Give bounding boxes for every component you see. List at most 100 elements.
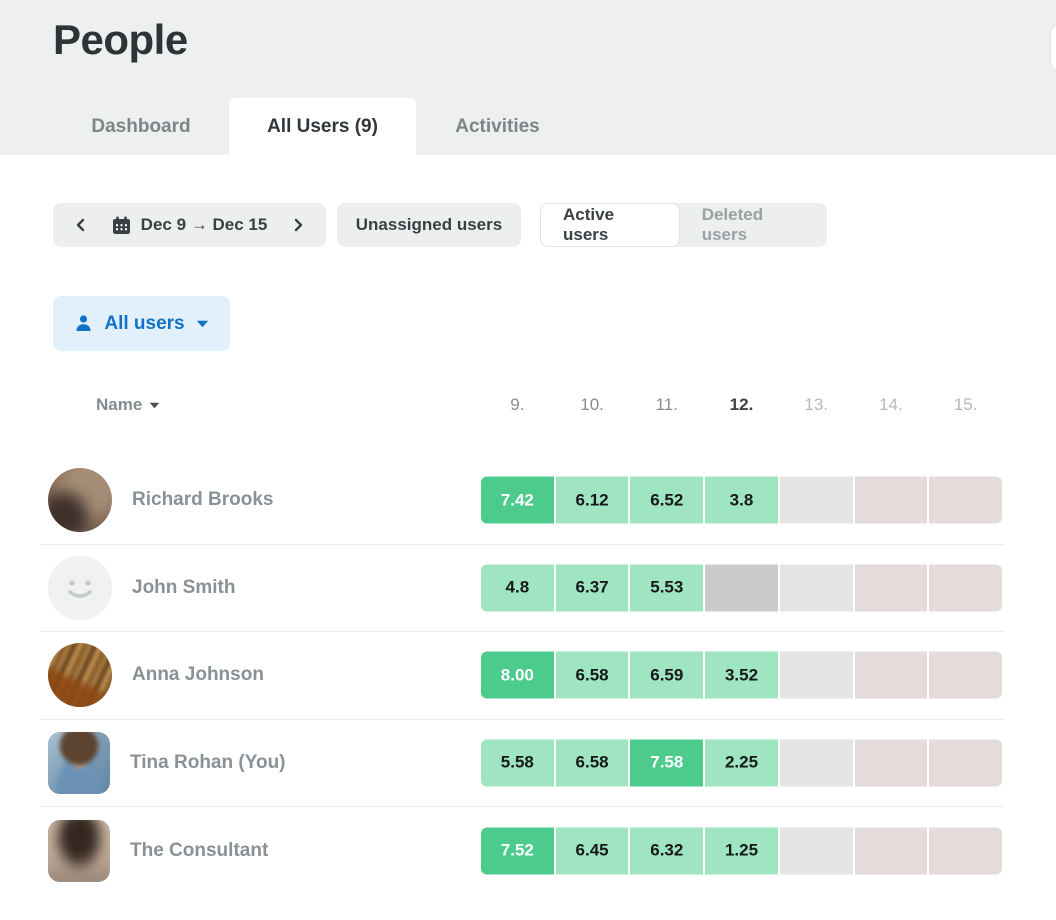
chevron-down-icon (196, 320, 208, 327)
previous-week-button[interactable] (63, 203, 97, 247)
photo-blur-portrait-icon (48, 819, 110, 882)
hours-cell[interactable]: 5.58 (481, 739, 554, 787)
tab-activities-label: Activities (455, 115, 540, 137)
hours-cell[interactable] (854, 651, 928, 699)
user-row[interactable]: Anna Johnson 8.00 6.58 6.59 3.52 (40, 632, 1004, 720)
hours-cell[interactable] (929, 476, 1002, 524)
chevron-right-icon (295, 218, 303, 232)
hours-cell[interactable] (854, 476, 928, 524)
hours-cell[interactable] (854, 564, 928, 612)
hours-cell[interactable]: 7.52 (481, 827, 554, 875)
hours-cell[interactable] (929, 827, 1002, 875)
hours-cell[interactable]: 2.25 (705, 739, 778, 787)
day-header-10: 10. (580, 395, 604, 414)
hours-cell[interactable] (779, 827, 853, 875)
day-header-9: 9. (510, 395, 525, 414)
hours-cells: 7.42 6.12 6.52 3.8 (481, 476, 1002, 524)
avatar (48, 555, 112, 620)
tab-activities[interactable]: Activities (416, 98, 579, 155)
sort-caret-icon (150, 402, 160, 408)
user-filter-label: All users (104, 312, 185, 334)
hours-cell[interactable] (779, 651, 853, 699)
user-name: The Consultant (130, 839, 269, 861)
hours-cell[interactable]: 6.52 (630, 476, 704, 524)
hours-cell[interactable]: 6.12 (555, 476, 629, 524)
avatar (48, 643, 112, 708)
day-header-12: 12. (729, 395, 754, 414)
day-header-13: 13. (804, 395, 829, 414)
user-name: Tina Rohan (You) (130, 751, 286, 773)
tab-all-users[interactable]: All Users (9) (229, 98, 416, 155)
hours-cell[interactable] (705, 564, 778, 612)
corner-button-partial[interactable] (1050, 24, 1056, 71)
day-header-15: 15. (953, 395, 978, 414)
hours-cell[interactable]: 3.52 (705, 651, 778, 699)
user-status-toggle: Active users Deleted users (540, 203, 827, 247)
user-row[interactable]: Tina Rohan (You) 5.58 6.58 7.58 2.25 (40, 720, 1004, 807)
hours-cell[interactable]: 8.00 (481, 651, 554, 699)
avatar (48, 731, 110, 794)
hours-cell[interactable]: 6.45 (555, 827, 629, 875)
hours-cells: 5.58 6.58 7.58 2.25 (481, 739, 1002, 787)
photo-cartoon-icon (48, 731, 110, 794)
hours-cell[interactable] (929, 564, 1002, 612)
hours-cell[interactable]: 6.32 (630, 827, 704, 875)
hours-cell[interactable]: 5.53 (630, 564, 704, 612)
date-range-picker[interactable]: Dec 9 → Dec 15 (53, 203, 326, 247)
photo-wood-icon (48, 643, 112, 708)
deleted-users-label: Deleted users (701, 205, 764, 244)
hours-cell[interactable]: 7.58 (630, 739, 704, 787)
calendar-icon (112, 216, 130, 234)
tab-dashboard[interactable]: Dashboard (53, 98, 229, 155)
page-title: People (53, 16, 188, 63)
user-row[interactable]: The Consultant 7.52 6.45 6.32 1.25 (40, 807, 1004, 895)
hours-cell[interactable] (779, 739, 853, 787)
chevron-left-icon (76, 218, 84, 232)
user-filter-dropdown[interactable]: All users (53, 296, 230, 351)
hours-cells: 7.52 6.45 6.32 1.25 (481, 827, 1002, 875)
unassigned-users-button[interactable]: Unassigned users (337, 203, 521, 247)
tab-dashboard-label: Dashboard (91, 115, 191, 137)
hours-cell[interactable]: 6.59 (630, 651, 704, 699)
active-users-label: Active users (563, 205, 615, 244)
user-name: Anna Johnson (132, 664, 264, 686)
date-range-display[interactable]: Dec 9 → Dec 15 (112, 215, 268, 235)
placeholder-smiley-icon (48, 555, 112, 620)
hours-cell[interactable]: 6.58 (555, 739, 629, 787)
avatar (48, 468, 112, 533)
hours-cell[interactable] (779, 564, 853, 612)
page-header (0, 0, 1056, 155)
hours-cell[interactable] (929, 739, 1002, 787)
avatar (48, 819, 110, 882)
user-rows: Richard Brooks 7.42 6.12 6.52 3.8 John Smith 4… (40, 457, 1004, 895)
hours-cell[interactable] (854, 827, 928, 875)
name-column-sort[interactable]: Name (96, 395, 160, 415)
date-range-label: Dec 9 → Dec 15 (140, 215, 268, 234)
user-row[interactable]: Richard Brooks 7.42 6.12 6.52 3.8 (40, 457, 1004, 545)
day-header-11: 11. (655, 395, 678, 414)
user-name: Richard Brooks (132, 489, 274, 511)
hours-cell[interactable] (779, 476, 853, 524)
day-header-14: 14. (879, 395, 903, 414)
deleted-users-toggle[interactable]: Deleted users (680, 203, 827, 247)
day-header-row: 9. 10. 11. 12. 13. 14. 15. (481, 395, 1002, 415)
photo-blur-brown-icon (48, 468, 112, 533)
hours-cell[interactable]: 6.37 (555, 564, 629, 612)
user-row[interactable]: John Smith 4.8 6.37 5.53 (40, 545, 1004, 632)
hours-cell[interactable]: 4.8 (481, 564, 554, 612)
hours-cell[interactable]: 7.42 (481, 476, 554, 524)
hours-cell[interactable]: 3.8 (705, 476, 778, 524)
hours-cell[interactable]: 1.25 (705, 827, 778, 875)
person-icon (76, 315, 91, 331)
active-users-toggle[interactable]: Active users (540, 203, 680, 247)
hours-cells: 8.00 6.58 6.59 3.52 (481, 651, 1002, 699)
tab-all-users-label: All Users (9) (267, 115, 378, 137)
name-column-label: Name (96, 395, 143, 414)
hours-cell[interactable] (854, 739, 928, 787)
hours-cells: 4.8 6.37 5.53 (481, 564, 1002, 612)
user-name: John Smith (132, 576, 236, 598)
hours-cell[interactable] (929, 651, 1002, 699)
next-week-button[interactable] (282, 203, 316, 247)
hours-cell[interactable]: 6.58 (555, 651, 629, 699)
